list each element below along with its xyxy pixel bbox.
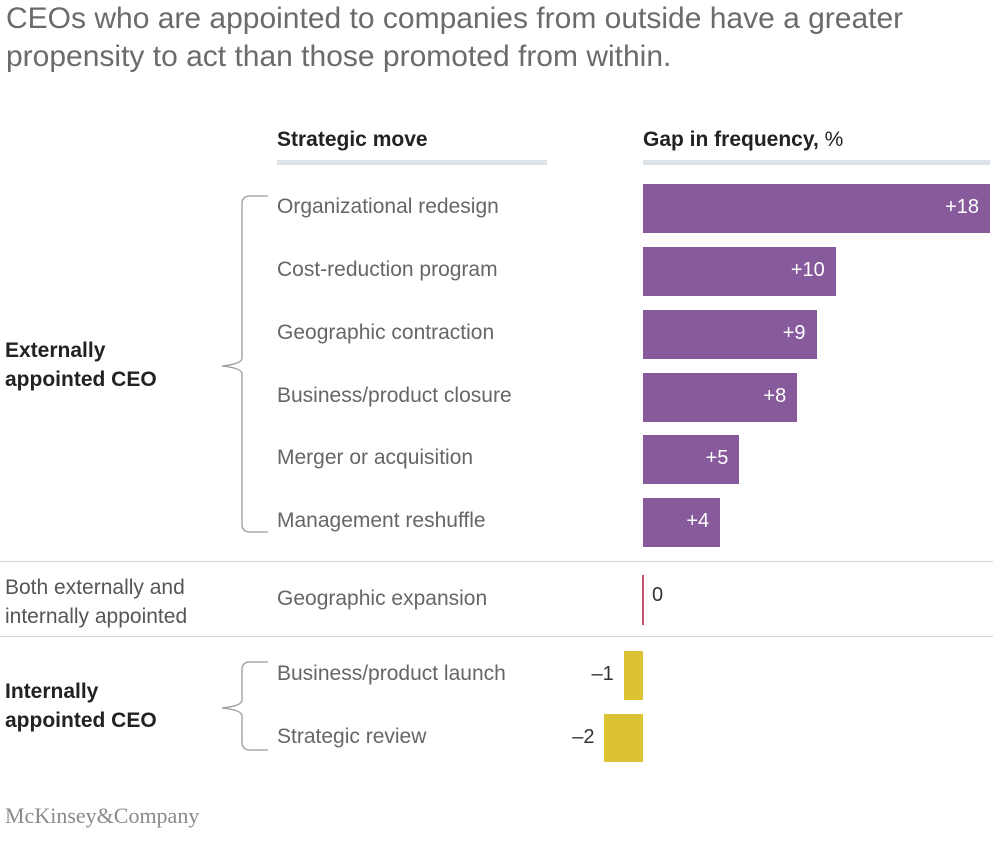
category-label: Business/product launch: [277, 662, 506, 685]
group-label-line: appointed CEO: [5, 709, 157, 732]
group-separator-2: [0, 636, 993, 637]
gap-header-rule: [643, 160, 990, 165]
group-label-line: internally appointed: [5, 605, 188, 628]
category-label: Cost-reduction program: [277, 258, 498, 281]
brace-external: [221, 195, 268, 533]
gap-unit: %: [818, 128, 844, 151]
group-label-both: Both externally and internally appointed: [5, 573, 187, 631]
category-label: Strategic review: [277, 725, 427, 748]
category-label: Business/product closure: [277, 384, 512, 407]
data-label: +9: [782, 322, 806, 344]
data-label: +8: [763, 385, 787, 407]
category-label: Geographic expansion: [277, 587, 488, 610]
bar-positive: [643, 309, 817, 359]
group-label-line: Externally: [5, 339, 106, 362]
group-label-line: Both externally and: [5, 576, 185, 599]
bar-positive: [643, 434, 740, 484]
zero-marker: [642, 575, 644, 625]
group-label-line: appointed CEO: [5, 368, 157, 391]
data-label: +18: [945, 196, 979, 218]
group-separator-1: [0, 561, 993, 562]
bar-negative: [604, 714, 643, 762]
column-header-gap: Gap in frequency, %: [643, 128, 843, 152]
data-label: –2: [572, 726, 595, 748]
data-label: –1: [591, 663, 614, 685]
strategic-move-header: Strategic move: [277, 128, 428, 151]
bar-positive: [643, 183, 990, 233]
group-label-external: Externally appointed CEO: [5, 336, 157, 394]
group-label-line: Internally: [5, 680, 99, 703]
move-header-rule: [277, 160, 547, 165]
bar-negative: [623, 650, 643, 700]
chart-title: CEOs who are appointed to companies from…: [6, 2, 904, 73]
gap-header: Gap in frequency,: [643, 128, 819, 151]
category-label: Geographic contraction: [277, 321, 495, 344]
bar-positive: [643, 372, 798, 422]
group-braces: [221, 195, 268, 751]
bar-positive: [643, 497, 721, 547]
bar-positive: [643, 246, 836, 296]
category-label: Organizational redesign: [277, 195, 499, 218]
column-header-strategic-move: Strategic move: [277, 128, 428, 152]
group-label-internal: Internally appointed CEO: [5, 677, 157, 735]
brand-logo: McKinsey&Company: [5, 803, 200, 828]
category-label: Management reshuffle: [277, 509, 486, 532]
category-label: Merger or acquisition: [277, 446, 474, 469]
data-label: +5: [705, 447, 729, 469]
data-label: +4: [686, 510, 710, 532]
brace-internal: [221, 661, 268, 751]
data-label: 0: [652, 584, 664, 606]
data-label: +10: [790, 259, 825, 281]
